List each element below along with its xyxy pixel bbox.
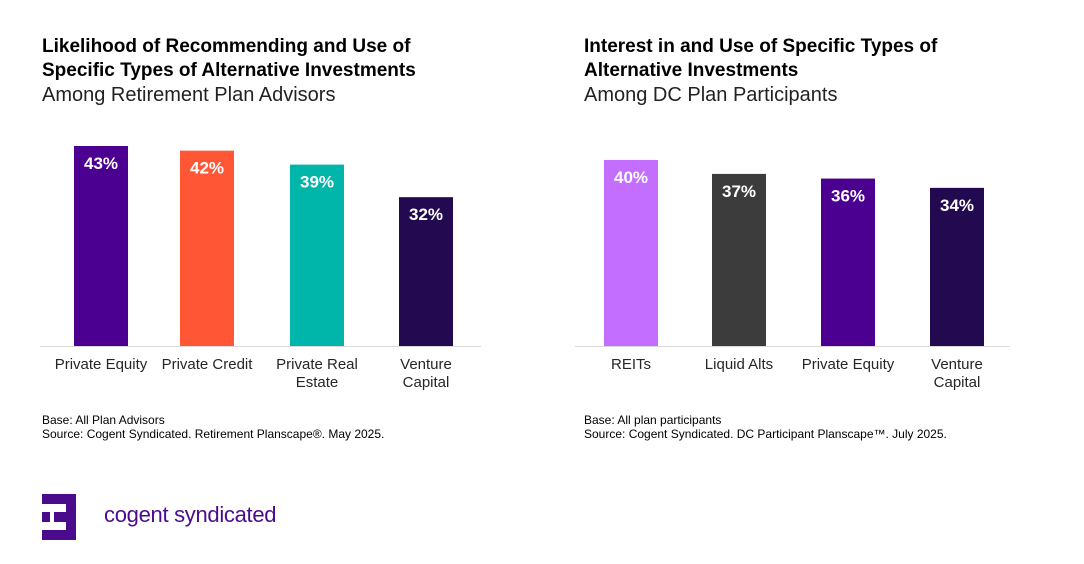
- category-label: Capital: [403, 374, 450, 391]
- data-label: 43%: [84, 154, 118, 173]
- data-label: 36%: [831, 187, 865, 206]
- chart-1-notes: Base: All Plan Advisors Source: Cogent S…: [42, 413, 384, 441]
- bar-3: [290, 164, 344, 346]
- category-label: Estate: [296, 374, 339, 391]
- data-label: 40%: [614, 168, 648, 187]
- cogent-logo-icon: [42, 494, 76, 540]
- bar-2: [180, 150, 234, 346]
- bar-4: [930, 187, 984, 346]
- data-label: 32%: [409, 205, 443, 224]
- data-label: 34%: [940, 196, 974, 215]
- bar-2: [712, 173, 766, 346]
- chart-2-base: Base: All plan participants: [584, 413, 722, 427]
- chart-2-source: Source: Cogent Syndicated. DC Participan…: [584, 427, 947, 441]
- chart-1-base: Base: All Plan Advisors: [42, 413, 165, 427]
- data-label: 39%: [300, 173, 334, 192]
- bar-1: [604, 159, 658, 346]
- category-label: Private Credit: [162, 356, 254, 373]
- bar-4: [399, 197, 453, 346]
- chart-2-notes: Base: All plan participants Source: Coge…: [584, 413, 947, 441]
- category-label: Private Equity: [55, 356, 148, 373]
- data-label: 37%: [722, 182, 756, 201]
- logo-text: cogent syndicated: [104, 502, 277, 527]
- category-label: REITs: [611, 356, 651, 373]
- chart-2-title: Interest in and Use of Specific Types of…: [584, 36, 938, 106]
- chart-1-source: Source: Cogent Syndicated. Retirement Pl…: [42, 427, 385, 441]
- bar-1: [74, 146, 128, 346]
- category-label: Capital: [934, 374, 981, 391]
- bar-3: [821, 178, 875, 346]
- chart-1-title: Likelihood of Recommending and Use of Sp…: [42, 36, 416, 106]
- category-label: Private Equity: [802, 356, 895, 373]
- category-label: Private Real: [276, 356, 358, 373]
- data-label: 42%: [190, 159, 224, 178]
- category-label: Venture: [400, 356, 452, 373]
- category-label: Liquid Alts: [705, 356, 773, 373]
- category-label: Venture: [931, 356, 983, 373]
